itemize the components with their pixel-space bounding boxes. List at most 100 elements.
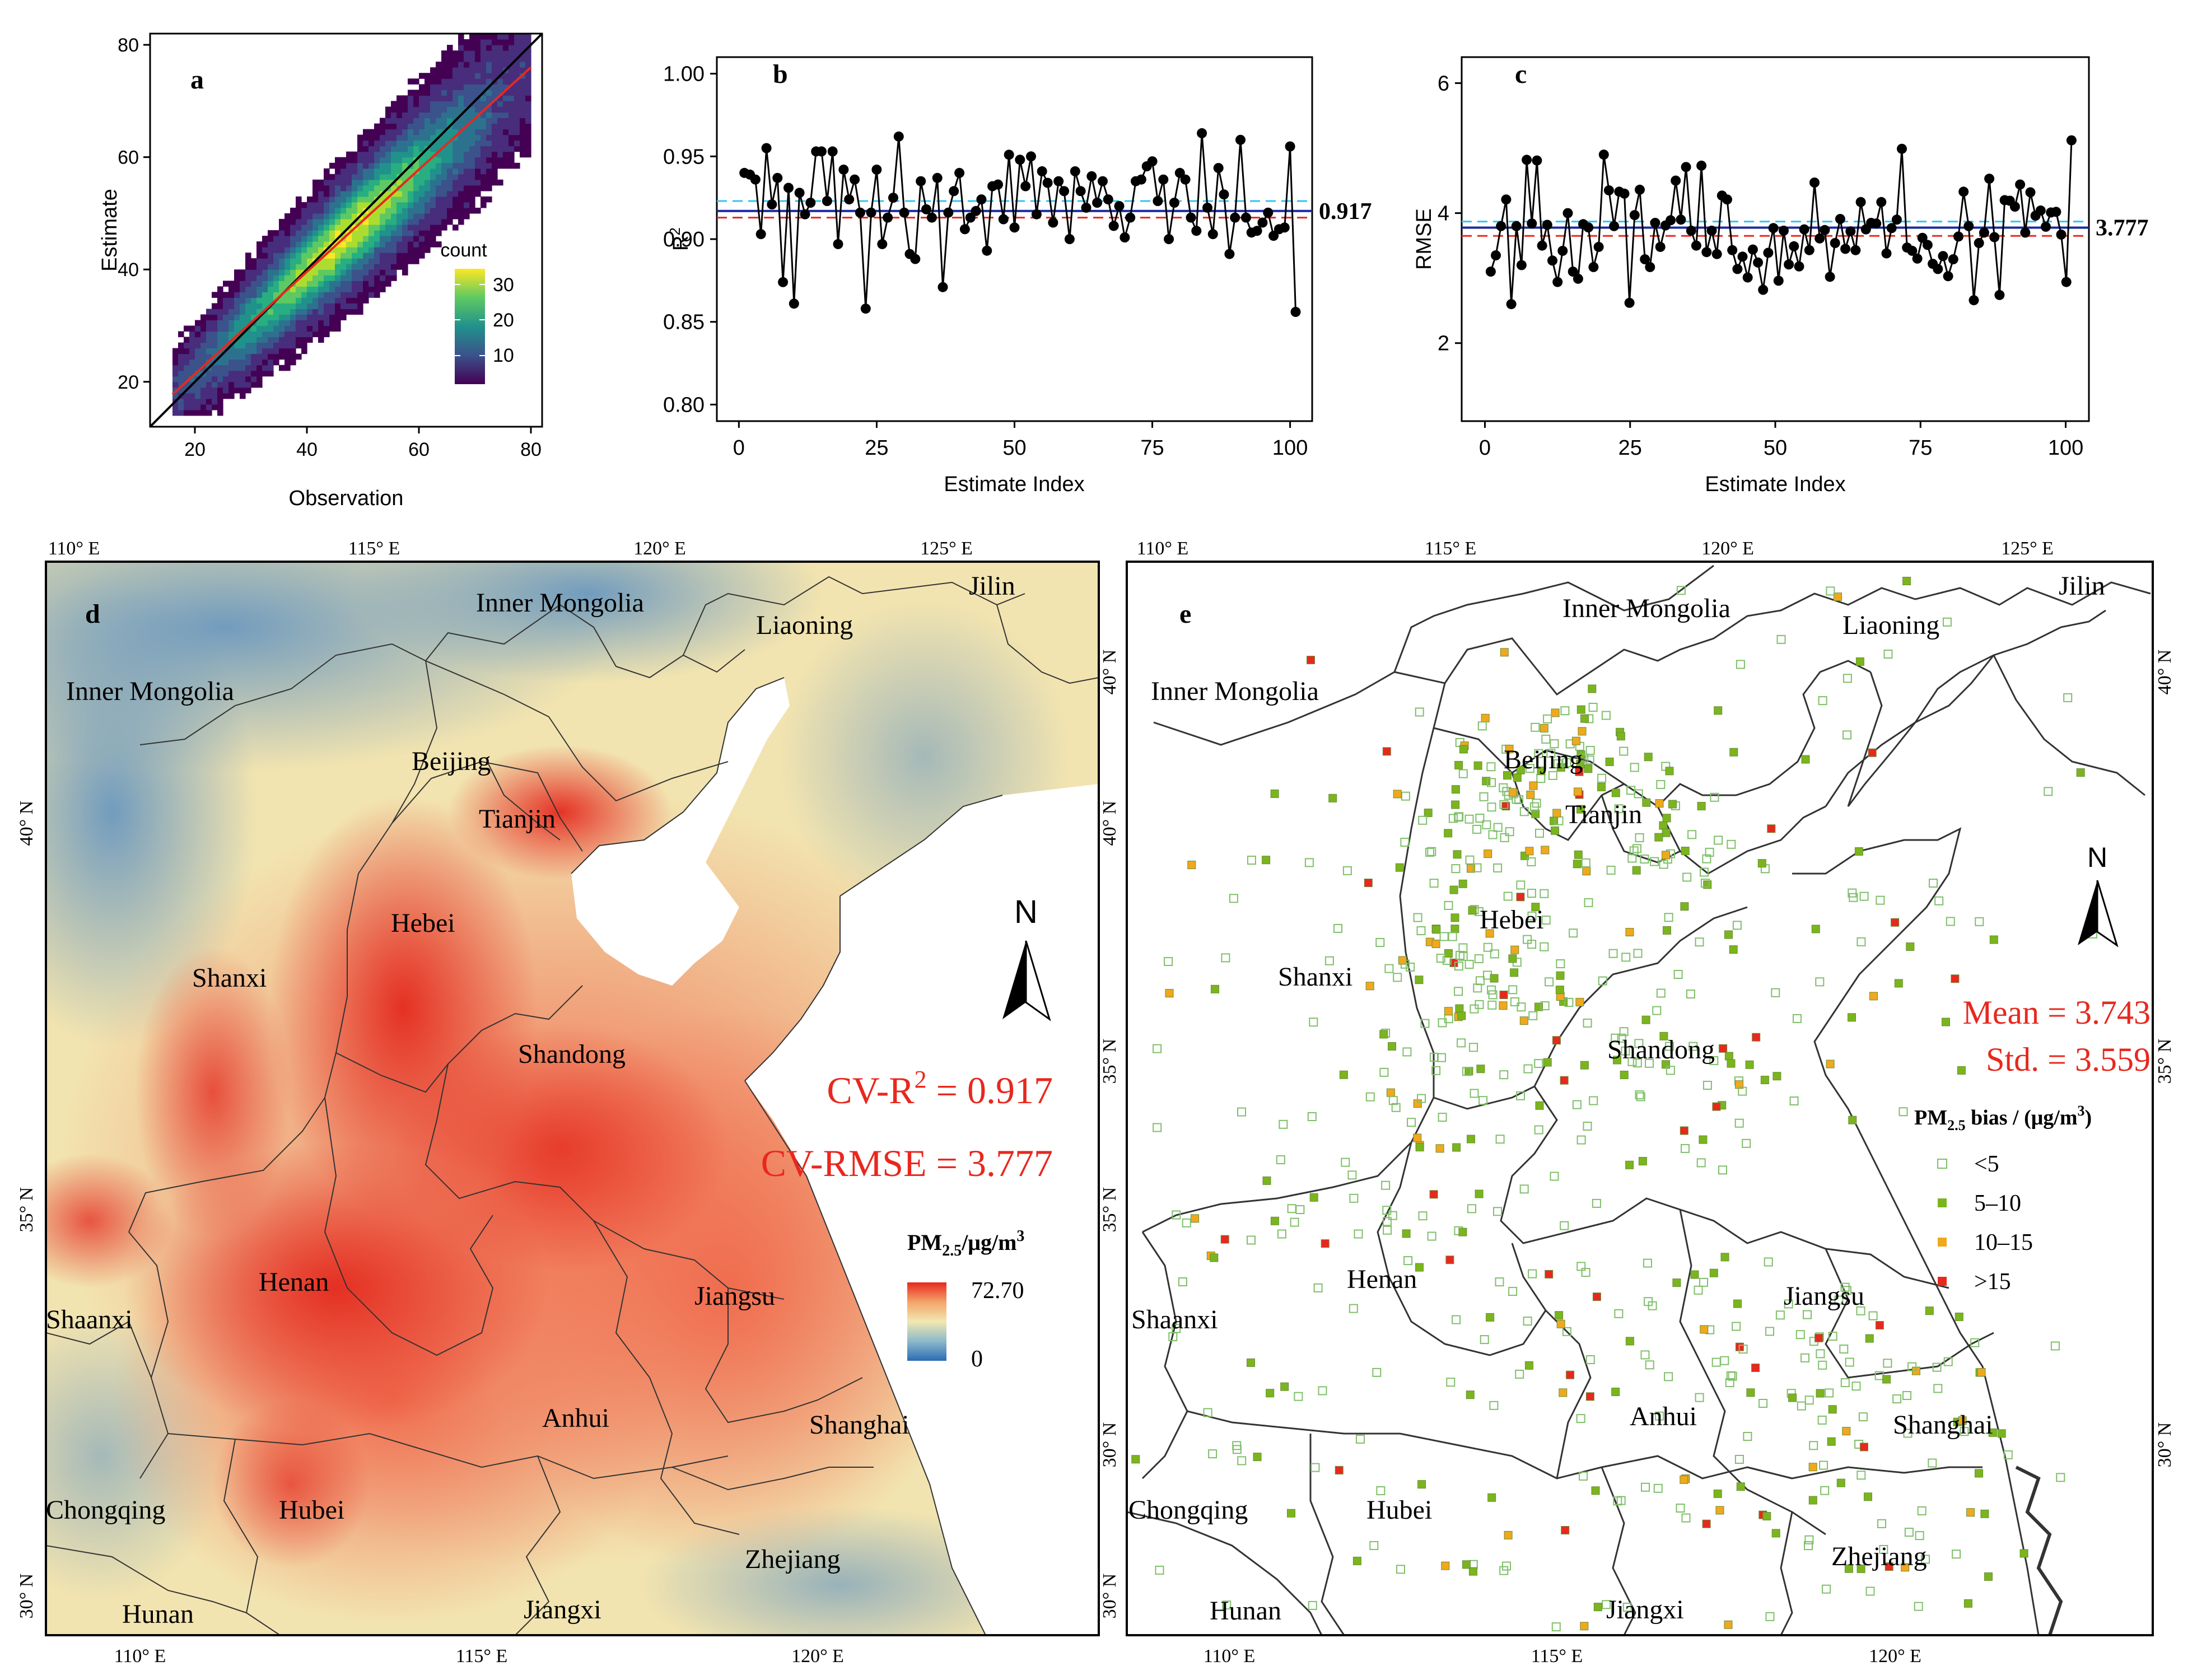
a-heatmap-cell xyxy=(217,365,223,371)
a-heatmap-cell xyxy=(520,84,526,90)
a-heatmap-cell xyxy=(335,275,341,281)
a-heatmap-cell xyxy=(497,140,503,147)
e-site-marker xyxy=(2050,1341,2060,1351)
a-heatmap-cell xyxy=(430,157,436,164)
a-heatmap-cell xyxy=(436,101,442,107)
a-heatmap-cell xyxy=(419,129,425,136)
a-heatmap-cell xyxy=(464,140,470,147)
a-heatmap-cell xyxy=(234,387,240,394)
e-site-marker xyxy=(1277,1229,1286,1239)
a-heatmap-cell xyxy=(251,325,257,332)
e-site-marker xyxy=(1393,973,1402,982)
a-heatmap-cell xyxy=(189,398,195,405)
e-site-marker xyxy=(1508,985,1518,995)
a-heatmap-cell xyxy=(509,67,515,73)
a-heatmap-cell xyxy=(475,129,481,136)
b-point xyxy=(1037,166,1047,176)
a-heatmap-cell xyxy=(509,140,515,147)
c-point xyxy=(1727,245,1738,255)
e-site-marker xyxy=(1655,1411,1664,1421)
b-point xyxy=(1174,167,1185,178)
a-heatmap-cell xyxy=(408,190,414,197)
a-heatmap-cell xyxy=(340,207,347,214)
a-heatmap-cell xyxy=(436,84,442,90)
e-site-marker xyxy=(1388,1211,1397,1220)
e-site-marker xyxy=(1516,1091,1525,1100)
a-heatmap-cell xyxy=(413,196,419,203)
a-heatmap-cell xyxy=(284,218,291,225)
a-x-tick-label: 60 xyxy=(408,439,430,460)
a-heatmap-cell xyxy=(301,281,307,287)
a-heatmap-cell xyxy=(469,157,475,164)
a-heatmap-cell xyxy=(296,225,302,231)
a-heatmap-cell xyxy=(441,50,447,57)
a-heatmap-cell xyxy=(268,281,274,287)
a-heatmap-cell xyxy=(262,247,268,253)
a-heatmap-cell xyxy=(324,325,330,332)
a-heatmap-cell xyxy=(234,309,240,315)
a-heatmap-cell xyxy=(290,207,296,214)
a-heatmap-cell xyxy=(481,50,487,57)
a-heatmap-cell xyxy=(200,409,207,416)
a-heatmap-cell xyxy=(374,190,380,197)
a-heatmap-cell xyxy=(402,123,408,130)
a-heatmap-cell xyxy=(329,264,335,270)
a-heatmap-cell xyxy=(380,174,386,180)
a-heatmap-cell xyxy=(380,286,386,292)
a-heatmap-cell xyxy=(464,190,470,197)
a-heatmap-cell xyxy=(212,404,218,410)
e-site-marker xyxy=(1486,1313,1495,1322)
a-heatmap-cell xyxy=(374,218,380,225)
e-region-label: Henan xyxy=(1347,1264,1417,1294)
a-heatmap-cell xyxy=(284,297,291,304)
c-point xyxy=(1799,224,1809,235)
a-heatmap-cell xyxy=(447,67,453,73)
a-heatmap-cell xyxy=(408,134,414,141)
a-heatmap-cell xyxy=(369,185,375,192)
e-site-marker xyxy=(1502,1561,1511,1571)
a-heatmap-cell xyxy=(268,337,274,343)
a-heatmap-cell xyxy=(312,225,319,231)
a-heatmap-cell xyxy=(340,196,347,203)
a-heatmap-cell xyxy=(402,106,408,113)
a-heatmap-cell xyxy=(268,309,274,315)
e-site-marker xyxy=(1462,1067,1471,1076)
e-site-marker xyxy=(1534,1059,1543,1068)
a-heatmap-cell xyxy=(352,185,358,192)
e-site-marker xyxy=(1834,592,1842,601)
b-point xyxy=(817,146,827,157)
e-site-marker xyxy=(1333,923,1342,933)
a-heatmap-cell xyxy=(453,56,459,62)
a-heatmap-cell xyxy=(425,207,431,214)
a-heatmap-cell xyxy=(497,45,503,51)
a-heatmap-cell xyxy=(346,207,352,214)
e-site-marker xyxy=(1818,1360,1827,1370)
a-heatmap-cell xyxy=(391,247,397,253)
a-heatmap-cell xyxy=(346,281,352,287)
a-heatmap-cell xyxy=(419,179,425,186)
a-heatmap-cell xyxy=(514,84,520,90)
a-heatmap-cell xyxy=(217,398,223,405)
a-heatmap-cell xyxy=(335,281,341,287)
c-point xyxy=(1984,174,1995,184)
e-region-labels: Inner Mongolia Liaoning Jilin Inner Mong… xyxy=(1128,571,2105,1626)
a-legend-tick-label: 10 xyxy=(493,345,514,366)
a-heatmap-cell xyxy=(256,303,263,309)
e-site-marker xyxy=(1482,820,1491,829)
e-site-marker xyxy=(1690,1270,1699,1279)
a-heatmap-cell xyxy=(486,95,492,101)
e-site-marker xyxy=(1499,1566,1509,1575)
a-heatmap-cell xyxy=(441,151,447,158)
a-heatmap-cell xyxy=(279,342,285,349)
a-heatmap-cell xyxy=(402,146,408,152)
a-legend-title: count xyxy=(440,240,487,261)
e-site-marker xyxy=(1822,1584,1831,1594)
a-heatmap-cell xyxy=(324,275,330,281)
a-heatmap-cell xyxy=(346,297,352,304)
a-heatmap-cell xyxy=(469,95,475,101)
a-heatmap-cell xyxy=(486,112,492,118)
e-site-marker xyxy=(1849,893,1858,902)
b-point xyxy=(871,164,882,175)
a-heatmap-cell xyxy=(425,84,431,90)
e-site-marker xyxy=(1638,1157,1647,1165)
